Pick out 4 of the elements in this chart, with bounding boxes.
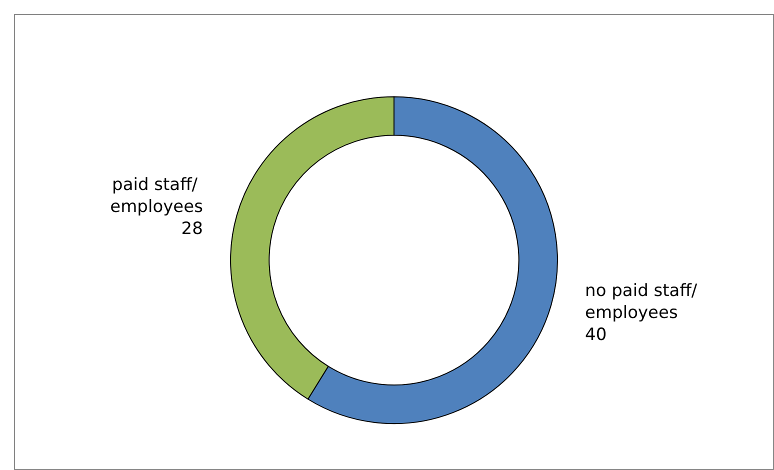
data-label: 40 bbox=[585, 325, 607, 346]
slice-label: no paid staff/ employees bbox=[585, 281, 703, 324]
data-label: 28 bbox=[181, 219, 203, 240]
slice-label: paid staff/ employees bbox=[110, 175, 204, 218]
